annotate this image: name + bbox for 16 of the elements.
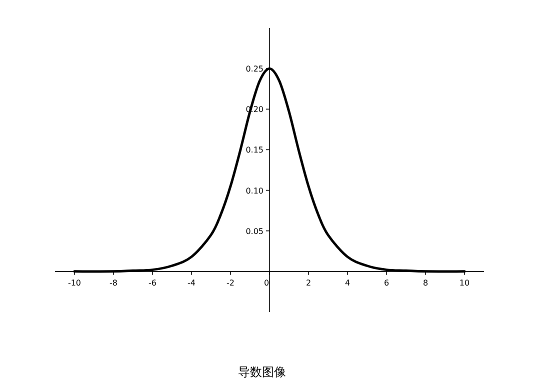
- x-tick-label: 0: [264, 278, 270, 288]
- x-tick-label: 4: [344, 278, 350, 288]
- y-tick-label: 0.15: [246, 146, 264, 155]
- y-tick-label: 0.05: [246, 226, 264, 236]
- x-tick-label: 8: [422, 278, 428, 288]
- x-tick-label: -10: [68, 278, 82, 288]
- x-tick-label: 10: [459, 278, 470, 288]
- x-tick-label: -2: [226, 278, 234, 288]
- x-tick-label: -6: [148, 278, 156, 288]
- x-tick-label: 6: [384, 278, 390, 288]
- text: 导数图像: [238, 365, 286, 379]
- x-tick-label: 2: [306, 278, 312, 288]
- x-tick-label: -8: [110, 278, 118, 288]
- y-tick-label: 0.25: [246, 64, 264, 74]
- x-tick-label: -4: [188, 278, 196, 288]
- y-tick-label: 0.10: [246, 186, 264, 196]
